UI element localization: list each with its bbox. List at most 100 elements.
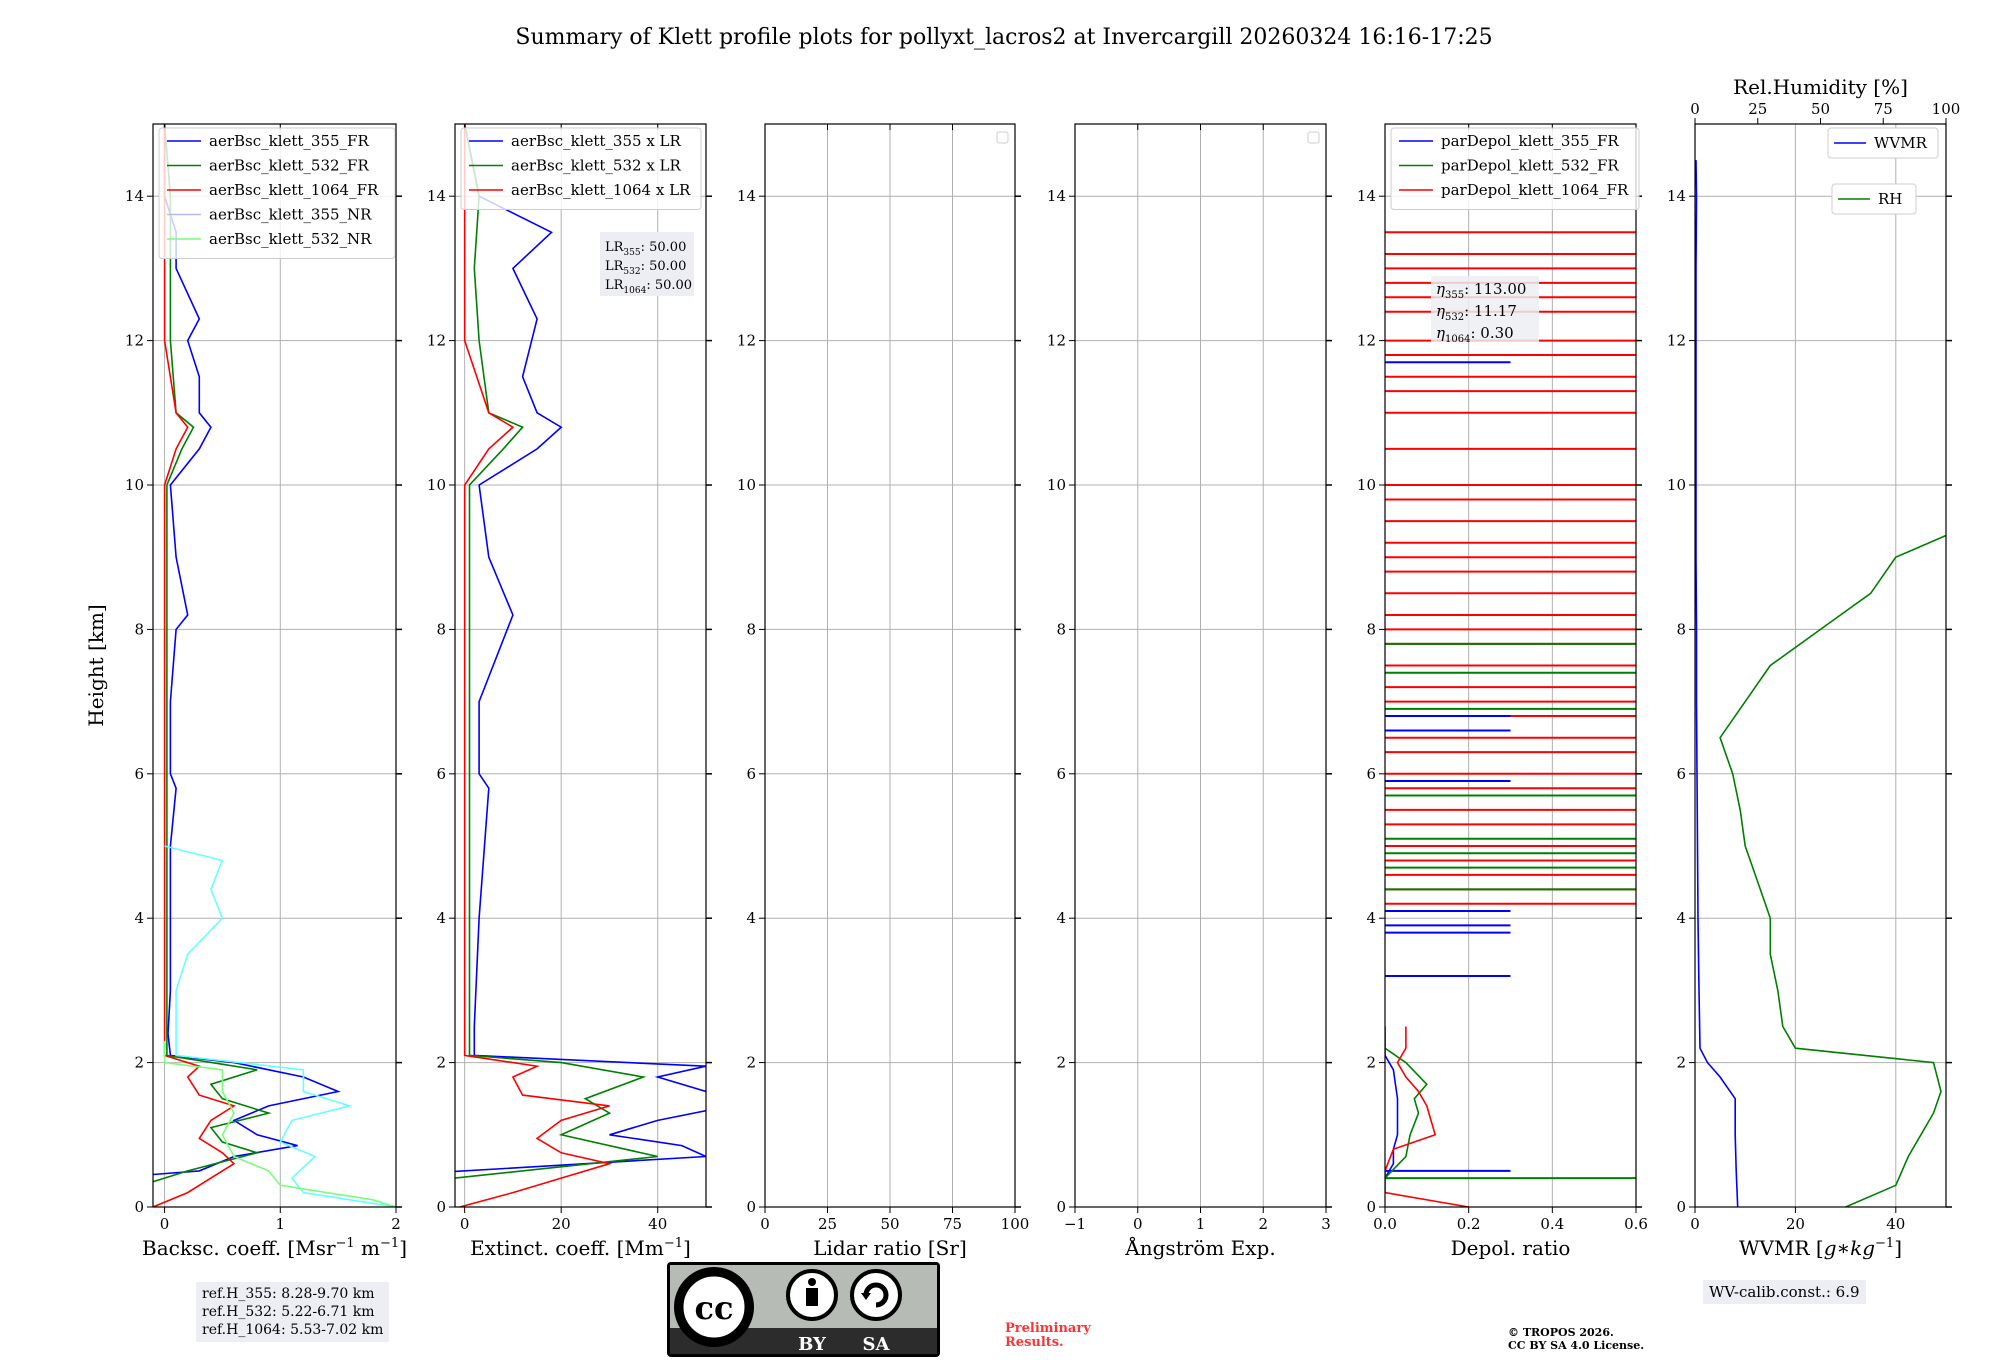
x-axis-title: WVMR [g∗kg−1] xyxy=(1739,1236,1902,1260)
y-tick-label: 14 xyxy=(737,187,756,205)
y-tick-label: 6 xyxy=(134,765,144,783)
preliminary-line-1: Preliminary xyxy=(1005,1321,1091,1336)
license-line-2: CC BY SA 4.0 License. xyxy=(1508,1339,1644,1352)
y-tick-label: 14 xyxy=(1047,187,1066,205)
lr-value: LR532: 50.00 xyxy=(605,259,686,277)
legend-label: aerBsc_klett_532_FR xyxy=(209,157,369,175)
y-tick-label: 12 xyxy=(1047,332,1066,350)
x-tick-label: 40 xyxy=(648,1215,667,1233)
cc-license-logo: cc BY SA xyxy=(667,1262,940,1357)
series-group xyxy=(153,124,396,1207)
top-axis-title: Rel.Humidity [%] xyxy=(1733,75,1908,99)
series-line-aerBsc_klett_532_NR xyxy=(163,1040,396,1207)
top-x-tick-label: 50 xyxy=(1811,100,1830,118)
series-group xyxy=(455,124,706,1207)
ref-height-532: ref.H_532: 5.22-6.71 km xyxy=(202,1304,375,1320)
series-line-aerBsc_klett_532_FR xyxy=(153,124,272,1183)
eta-value: η355: 113.00 xyxy=(1436,280,1526,301)
series-line-aerBsc_klett_532 x LR xyxy=(455,124,658,1179)
sa-text: SA xyxy=(863,1334,891,1355)
top-x-tick-label: 25 xyxy=(1748,100,1767,118)
plot-frame xyxy=(1694,123,1947,1208)
x-tick-label: −1 xyxy=(1064,1215,1086,1233)
y-tick-label: 10 xyxy=(125,476,144,494)
top-x-tick-label: 100 xyxy=(1932,100,1961,118)
series-line-parDepol_klett_355_FR xyxy=(1385,1026,1399,1179)
y-tick-label: 4 xyxy=(1056,909,1066,927)
y-tick-label: 14 xyxy=(125,187,144,205)
x-tick-label: 2 xyxy=(391,1215,401,1233)
y-tick-label: 0 xyxy=(746,1198,756,1216)
series-group xyxy=(1385,231,1636,1207)
x-axis-title: Lidar ratio [Sr] xyxy=(813,1236,967,1260)
x-tick-label: 1 xyxy=(1196,1215,1206,1233)
panel-lidar-ratio: 0 25 50 75 100 0 2 4 6 8 10 12 14 Lidar ratio [Sr] xyxy=(737,123,1030,1260)
panel-extinction: 0 20 40 0 2 4 6 8 10 12 14 Extinct. coeff. [Mm−1] ae… xyxy=(427,123,712,1260)
y-tick-label: 0 xyxy=(436,1198,446,1216)
y-tick-label: 6 xyxy=(1676,765,1686,783)
legend: aerBsc_klett_355 x LR aerBsc_klett_532 x … xyxy=(460,127,702,210)
cc-text: cc xyxy=(695,1289,734,1327)
y-tick-label: 6 xyxy=(1056,765,1066,783)
y-tick-label: 4 xyxy=(1366,909,1376,927)
x-tick-label: 0.0 xyxy=(1373,1215,1397,1233)
legend-label: aerBsc_klett_532 x LR xyxy=(511,157,682,175)
series-line-parDepol_klett_1064_FR xyxy=(1385,1026,1469,1207)
y-tick-label: 10 xyxy=(1357,476,1376,494)
y-tick-label: 12 xyxy=(1667,332,1686,350)
y-tick-label: 12 xyxy=(125,332,144,350)
x-tick-label: 20 xyxy=(552,1215,571,1233)
y-tick-label: 6 xyxy=(436,765,446,783)
top-x-tick-label: 75 xyxy=(1874,100,1893,118)
y-tick-label: 8 xyxy=(134,620,144,638)
x-axis-title: Backsc. coeff. [Msr−1 m−1] xyxy=(142,1236,407,1260)
legend-label: RH xyxy=(1878,190,1902,208)
x-tick-label: 0.4 xyxy=(1540,1215,1564,1233)
series-line-aerBsc_klett_1064 x LR xyxy=(459,124,613,1207)
x-tick-label: 0.6 xyxy=(1624,1215,1648,1233)
series-line-aerBsc_klett_355_FR xyxy=(153,124,341,1176)
series-line-WVMR xyxy=(1695,160,1739,1207)
series-line-aerBsc_klett_1064_FR xyxy=(153,124,236,1207)
legend-label: aerBsc_klett_532_NR xyxy=(209,230,372,248)
y-tick-label: 0 xyxy=(1676,1198,1686,1216)
legend-frame xyxy=(158,127,396,259)
legend-frame xyxy=(1831,183,1917,215)
y-tick-label: 10 xyxy=(1667,476,1686,494)
legend-frame xyxy=(1390,127,1640,210)
series-line-RH xyxy=(1719,534,1946,1207)
x-tick-label: 0 xyxy=(760,1215,770,1233)
x-axis-title: Depol. ratio xyxy=(1451,1236,1571,1260)
y-tick-label: 10 xyxy=(427,476,446,494)
share-alike-icon xyxy=(850,1269,902,1321)
series-line-aerBsc_klett_355_NR xyxy=(164,845,396,1207)
x-tick-label: 100 xyxy=(1001,1215,1030,1233)
x-axis-title: Extinct. coeff. [Mm−1] xyxy=(470,1236,691,1260)
by-text: BY xyxy=(798,1334,827,1355)
lr-value: LR1064: 50.00 xyxy=(605,278,692,296)
wv-calibration-constant: WV-calib.const.: 6.9 xyxy=(1709,1283,1860,1301)
y-tick-label: 2 xyxy=(1056,1054,1066,1072)
x-axis-title: Ångström Exp. xyxy=(1124,1235,1275,1260)
panel-depol: 0.0 0.2 0.4 0.6 0 2 4 6 8 10 12 14 Depol. ratio parDe… xyxy=(1357,123,1648,1260)
legend-label: aerBsc_klett_355 x LR xyxy=(511,132,682,150)
y-tick-label: 2 xyxy=(746,1054,756,1072)
y-tick-label: 2 xyxy=(1366,1054,1376,1072)
y-tick-label: 2 xyxy=(1676,1054,1686,1072)
x-tick-label: 0 xyxy=(160,1215,170,1233)
wv-calibration-box: WV-calib.const.: 6.9 xyxy=(1703,1280,1866,1304)
empty-legend-box xyxy=(1307,131,1320,144)
y-tick-label: 4 xyxy=(436,909,446,927)
y-tick-label: 4 xyxy=(1676,909,1686,927)
ref-height-1064: ref.H_1064: 5.53-7.02 km xyxy=(202,1322,384,1338)
y-tick-label: 12 xyxy=(737,332,756,350)
legend-label: WVMR xyxy=(1874,134,1928,152)
x-tick-label: 25 xyxy=(818,1215,837,1233)
legend-label: aerBsc_klett_1064 x LR xyxy=(511,181,691,199)
x-tick-label: 50 xyxy=(880,1215,899,1233)
series-line-aerBsc_klett_355 x LR xyxy=(455,124,706,1173)
legend-label: parDepol_klett_532_FR xyxy=(1441,157,1619,175)
y-tick-label: 6 xyxy=(1366,765,1376,783)
